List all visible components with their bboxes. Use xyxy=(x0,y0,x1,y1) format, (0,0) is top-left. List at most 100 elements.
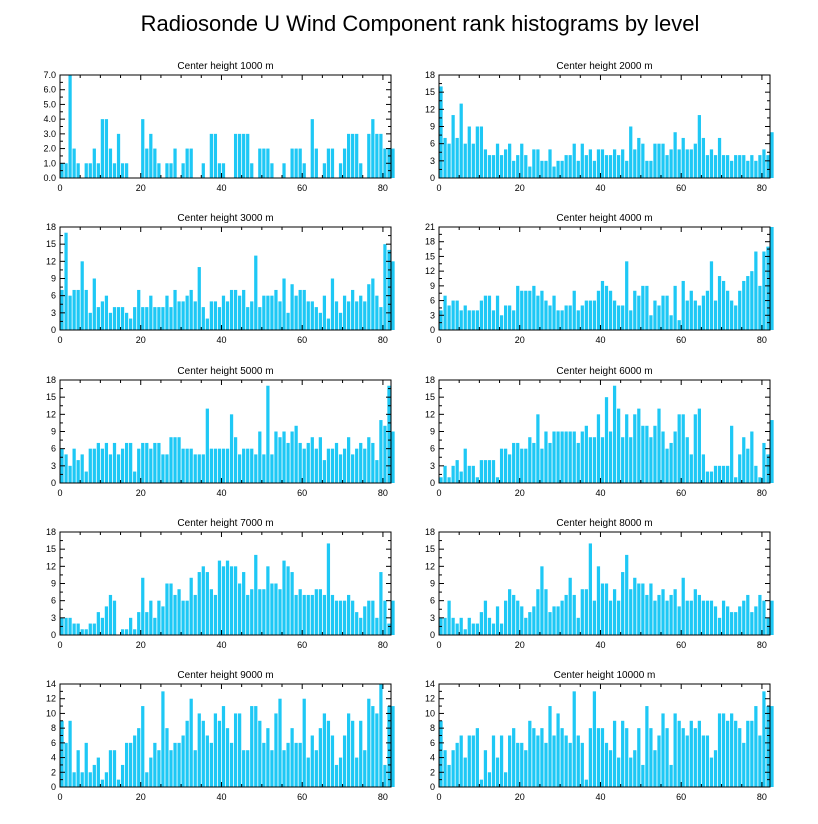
histogram-bar xyxy=(270,295,274,330)
histogram-bar xyxy=(205,735,209,787)
histogram-bar xyxy=(371,600,375,635)
histogram-bar xyxy=(584,300,588,330)
histogram-bar xyxy=(363,750,367,787)
histogram-bar xyxy=(508,305,512,330)
histogram-bar xyxy=(600,583,605,635)
histogram-bar xyxy=(540,728,544,787)
x-tick-label: 40 xyxy=(216,488,226,498)
histogram-bar xyxy=(238,583,242,635)
histogram-bar xyxy=(516,155,520,178)
histogram-bar xyxy=(149,133,153,178)
x-tick-label: 80 xyxy=(378,792,388,802)
histogram-bar xyxy=(548,442,552,483)
histogram-bar xyxy=(347,713,351,787)
histogram-bar xyxy=(379,572,383,635)
histogram-bar xyxy=(367,284,371,330)
y-tick-label: 6 xyxy=(430,444,435,454)
histogram-bar xyxy=(750,155,754,178)
histogram-bar xyxy=(141,119,145,178)
histogram-bar xyxy=(104,442,109,483)
histogram-bar xyxy=(342,448,347,483)
histogram-bar xyxy=(258,148,262,178)
y-tick-label: 15 xyxy=(425,251,435,261)
histogram-bar xyxy=(367,437,371,483)
histogram-bar xyxy=(621,149,625,178)
histogram-bar xyxy=(766,246,770,330)
histogram-bar xyxy=(524,290,528,330)
x-tick-label: 0 xyxy=(57,792,62,802)
histogram-bar xyxy=(560,728,564,787)
histogram-bar xyxy=(266,295,270,330)
histogram-bar xyxy=(290,284,294,330)
histogram-bar xyxy=(572,691,576,787)
histogram-bar xyxy=(612,720,617,787)
histogram-bar xyxy=(596,566,601,635)
histogram-bar xyxy=(262,742,266,787)
x-tick-label: 40 xyxy=(216,640,226,650)
histogram-bar xyxy=(84,742,88,787)
histogram-bar xyxy=(242,289,246,330)
histogram-bar xyxy=(596,290,601,330)
histogram-bar xyxy=(463,757,467,787)
histogram-bar xyxy=(681,137,685,178)
histogram-bar xyxy=(439,310,443,330)
histogram-bar xyxy=(262,454,266,483)
histogram-bar xyxy=(770,420,774,483)
histogram-bar xyxy=(770,600,774,635)
histogram-bar xyxy=(685,600,689,635)
histogram-bar xyxy=(157,750,161,787)
histogram-bar xyxy=(746,720,750,787)
histogram-bar xyxy=(471,310,475,330)
histogram-bar xyxy=(564,155,568,178)
histogram-bar xyxy=(758,285,762,330)
histogram-bar xyxy=(681,728,685,787)
histogram-bar xyxy=(177,301,181,330)
x-tick-label: 60 xyxy=(676,640,686,650)
histogram-bar xyxy=(544,300,548,330)
histogram-bar xyxy=(330,148,335,178)
histogram-bar xyxy=(306,757,310,787)
histogram-bar xyxy=(124,163,129,178)
histogram-bar xyxy=(278,698,282,787)
histogram-bar xyxy=(568,431,572,483)
histogram-bar xyxy=(355,448,359,483)
histogram-bar xyxy=(701,454,706,483)
y-tick-label: 6.0 xyxy=(43,85,56,95)
histogram-bar xyxy=(637,295,641,330)
histogram-bar xyxy=(302,594,306,635)
y-tick-label: 12 xyxy=(425,561,435,571)
histogram-bar xyxy=(334,764,339,787)
histogram-bar xyxy=(124,629,129,635)
histogram-bar xyxy=(713,606,718,635)
histogram-bar xyxy=(455,460,459,483)
x-tick-label: 80 xyxy=(378,335,388,345)
x-tick-label: 40 xyxy=(595,335,605,345)
panels: Center height 1000 m0 20 40 60 800.01.02.03.… xyxy=(43,61,774,802)
histogram-bar xyxy=(645,425,649,483)
histogram-bar xyxy=(709,600,714,635)
y-tick-label: 6 xyxy=(430,596,435,606)
histogram-bar xyxy=(254,706,258,787)
histogram-bar xyxy=(282,560,286,635)
histogram-bar xyxy=(520,606,524,635)
histogram-bar xyxy=(177,589,181,635)
histogram-bar xyxy=(181,600,185,635)
histogram-bar xyxy=(233,566,238,635)
x-tick-label: 0 xyxy=(436,640,441,650)
histogram-bar xyxy=(600,280,605,330)
histogram-bar xyxy=(665,448,669,483)
histogram-bar xyxy=(84,289,88,330)
histogram-bar xyxy=(302,163,306,178)
histogram-bar xyxy=(524,155,528,178)
histogram-bar xyxy=(238,454,242,483)
histogram-bar xyxy=(391,261,395,330)
histogram-bar xyxy=(455,623,459,635)
histogram-bar xyxy=(262,589,266,635)
histogram-bar xyxy=(645,706,649,787)
histogram-bar xyxy=(677,320,681,330)
histogram-bar xyxy=(254,554,258,635)
y-tick-label: 9 xyxy=(430,427,435,437)
histogram-bar xyxy=(536,414,540,483)
histogram-bar xyxy=(116,133,121,178)
histogram-bar xyxy=(572,431,576,483)
